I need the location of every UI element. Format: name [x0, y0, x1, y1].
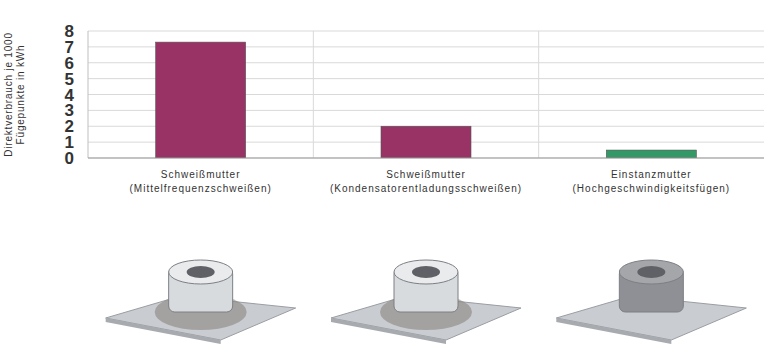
bar [156, 42, 246, 158]
category-line: (Hochgeschwindigkeitsfügen) [573, 183, 731, 194]
nut-top [619, 260, 683, 284]
category-label: Einstanzmutter (Hochgeschwindigkeitsfügen… [573, 169, 731, 194]
bar [606, 150, 696, 158]
y-axis-title: Direktverbrauch je 1000Fügepunkte in kWh [3, 32, 26, 157]
category-label: Schweißmutter (Kondensatorentladungsschwe… [330, 169, 522, 194]
grid-line [88, 31, 764, 32]
category-line: Schweißmutter [386, 169, 466, 180]
y-title-line: Fügepunkte in kWh [15, 45, 26, 145]
nut-hole [412, 266, 440, 278]
bar [381, 126, 471, 158]
band-separator [538, 31, 539, 158]
bars [156, 42, 697, 158]
y-axis [88, 31, 89, 158]
category-line: (Kondensatorentladungsschweißen) [330, 183, 522, 194]
category-line: Einstanzmutter [611, 169, 692, 180]
chart: 012345678Schweißmutter(Mittelfrequenzsch… [0, 0, 771, 352]
band-separator [313, 31, 314, 158]
category-label: Schweißmutter (Mittelfrequenzschweißen) [130, 169, 272, 194]
nut-hole [187, 266, 215, 278]
nut-illustration [106, 260, 296, 344]
nut-illustration [331, 260, 521, 344]
nut-hole [637, 266, 665, 278]
nut-illustration [556, 260, 746, 344]
x-axis [88, 158, 764, 159]
y-title-line: Direktverbrauch je 1000 [3, 32, 14, 157]
nut-top [169, 260, 233, 284]
plate-edge [556, 318, 671, 344]
category-line: (Mittelfrequenzschweißen) [130, 183, 272, 194]
grid-line [88, 158, 764, 159]
nut-top [394, 260, 458, 284]
category-line: Schweißmutter [161, 169, 241, 180]
y-tick-label: 8 [65, 22, 74, 41]
